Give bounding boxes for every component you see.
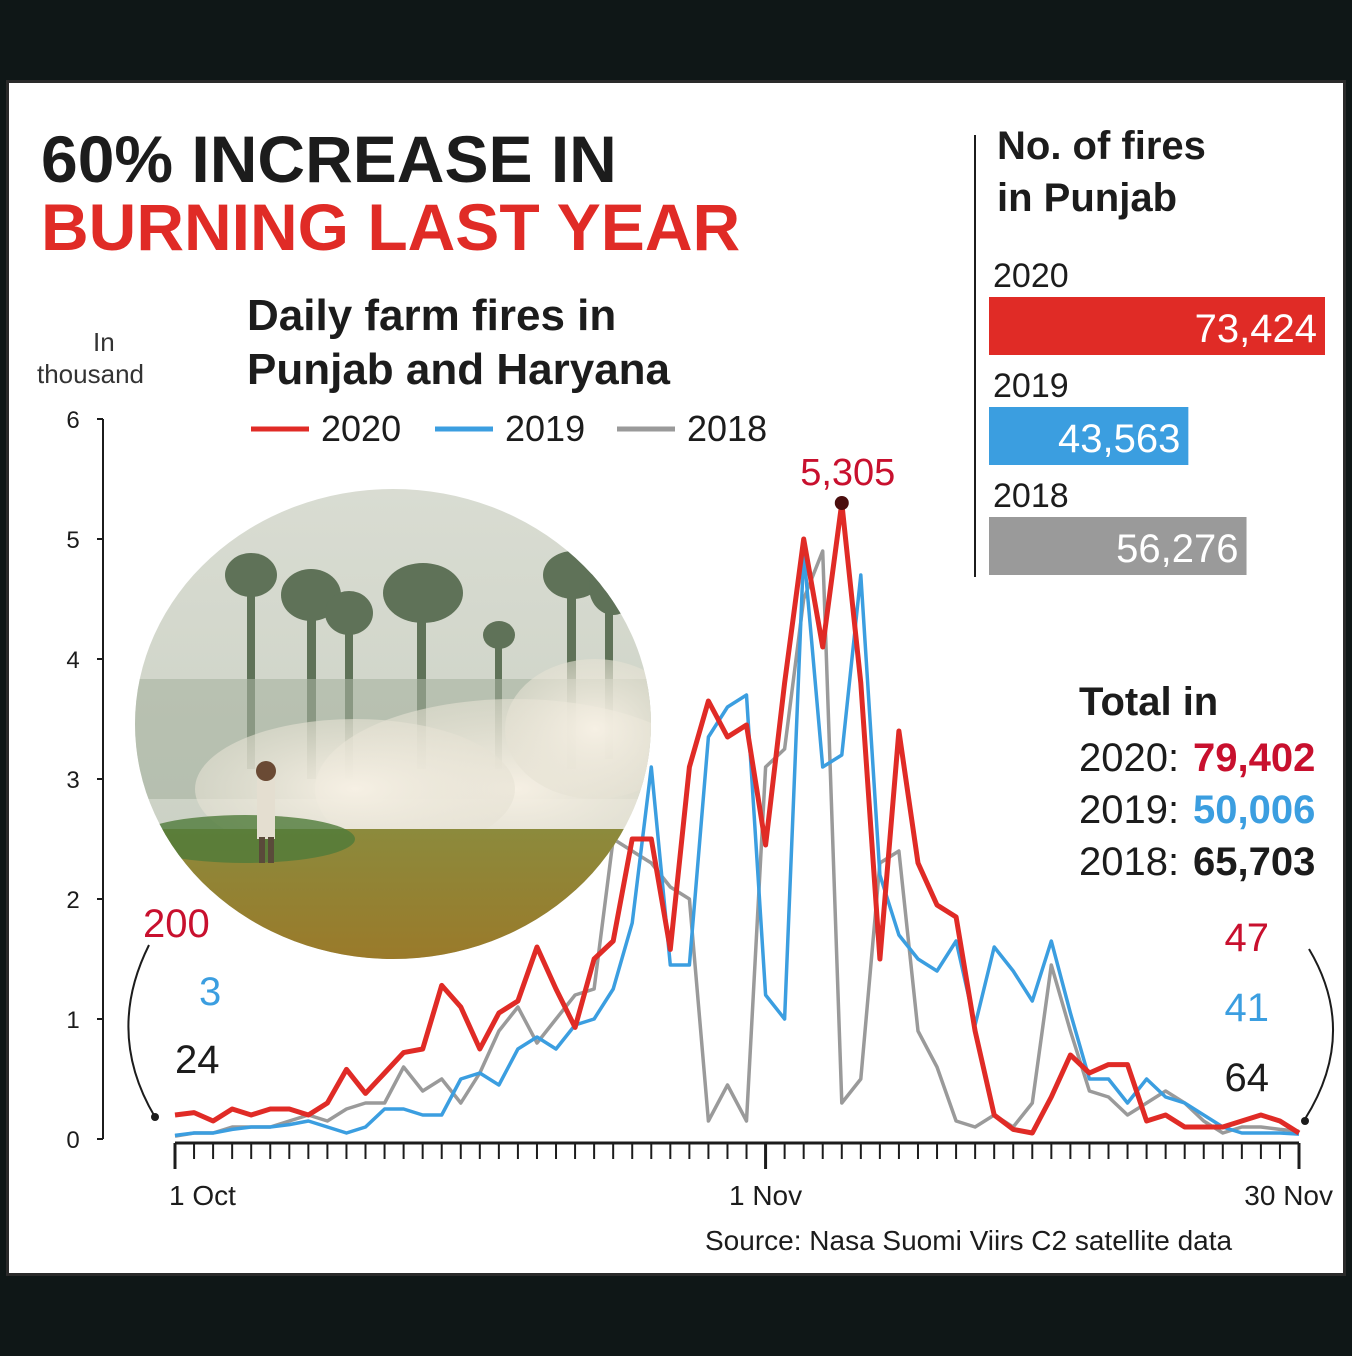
bar-category-2020: 2020 <box>993 257 1069 295</box>
start-value-2020: 200 <box>143 902 210 946</box>
bar-value-label-2019: 43,563 <box>1058 417 1180 461</box>
y-tick-label: 3 <box>66 767 79 794</box>
y-tick-label: 6 <box>66 407 79 434</box>
x-tick-label: 1 Oct <box>169 1180 236 1211</box>
totals-value-2019: 50,006 <box>1193 788 1315 832</box>
totals-year-2018: 2018: <box>1079 840 1179 884</box>
y-tick-label: 5 <box>66 527 79 554</box>
start-dot <box>151 1113 159 1121</box>
start-value-2018: 24 <box>175 1038 220 1082</box>
farm-fire-illustration <box>135 489 651 959</box>
bar-2019 <box>989 407 1189 465</box>
end-value-2020: 47 <box>1225 916 1270 960</box>
bar-2018 <box>989 517 1247 575</box>
chart-canvas: 0 1 2 3 4 5 6 1 Oct 1 Nov 30 Nov 5,305 200 3 24 47 41 64… <box>66 124 1334 1211</box>
infographic-panel: 60% INCREASE IN BURNING LAST YEAR Daily … <box>6 80 1346 1276</box>
bar-panel-title-line-2: in Punjab <box>997 176 1177 220</box>
end-value-2019: 41 <box>1225 986 1270 1030</box>
bar-category-2019: 2019 <box>993 367 1069 405</box>
y-tick-label: 0 <box>66 1127 79 1154</box>
y-tick-label: 2 <box>66 887 79 914</box>
end-dot <box>1301 1117 1309 1125</box>
x-tick-label: 30 Nov <box>1244 1180 1333 1211</box>
totals-year-2019: 2019: <box>1079 788 1179 832</box>
legend-label-2020: 2020 <box>321 408 401 449</box>
y-tick-label: 4 <box>66 647 79 674</box>
bar-2020 <box>989 297 1325 355</box>
totals-year-2020: 2020: <box>1079 736 1179 780</box>
x-tick-label: 1 Nov <box>729 1180 802 1211</box>
source-note: Source: Nasa Suomi Viirs C2 satellite da… <box>705 1225 1233 1256</box>
farm-fire-photo <box>135 489 651 959</box>
y-unit-line-2: thousand <box>37 359 144 389</box>
end-bracket <box>1304 948 1334 1120</box>
totals-value-2020: 79,402 <box>1193 736 1315 780</box>
bar-value-label-2020: 73,424 <box>1195 307 1317 351</box>
bar-value-label-2018: 56,276 <box>1116 527 1238 571</box>
bar-panel-title-line-1: No. of fires <box>997 124 1206 168</box>
totals-value-2018: 65,703 <box>1193 840 1315 884</box>
y-tick-label: 1 <box>66 1007 79 1034</box>
legend-label-2018: 2018 <box>687 408 767 449</box>
y-unit-line-1: In <box>93 327 115 357</box>
peak-label: 5,305 <box>800 452 895 494</box>
chart-title-line-1: Daily farm fires in <box>247 291 617 340</box>
series-line-2019 <box>174 549 1300 1138</box>
legend-label-2019: 2019 <box>505 408 585 449</box>
end-value-2018: 64 <box>1225 1056 1270 1100</box>
start-value-2019: 3 <box>199 970 221 1014</box>
headline-line-2: BURNING LAST YEAR <box>41 190 741 264</box>
start-bracket <box>127 944 156 1118</box>
totals-heading: Total in <box>1079 680 1218 724</box>
headline-line-1: 60% INCREASE IN <box>41 122 617 196</box>
series-line-2020 <box>174 500 1301 1136</box>
bar-category-2018: 2018 <box>993 477 1069 515</box>
series-line-2018 <box>174 549 1300 1138</box>
peak-marker <box>834 496 849 510</box>
chart-title-line-2: Punjab and Haryana <box>247 345 671 394</box>
